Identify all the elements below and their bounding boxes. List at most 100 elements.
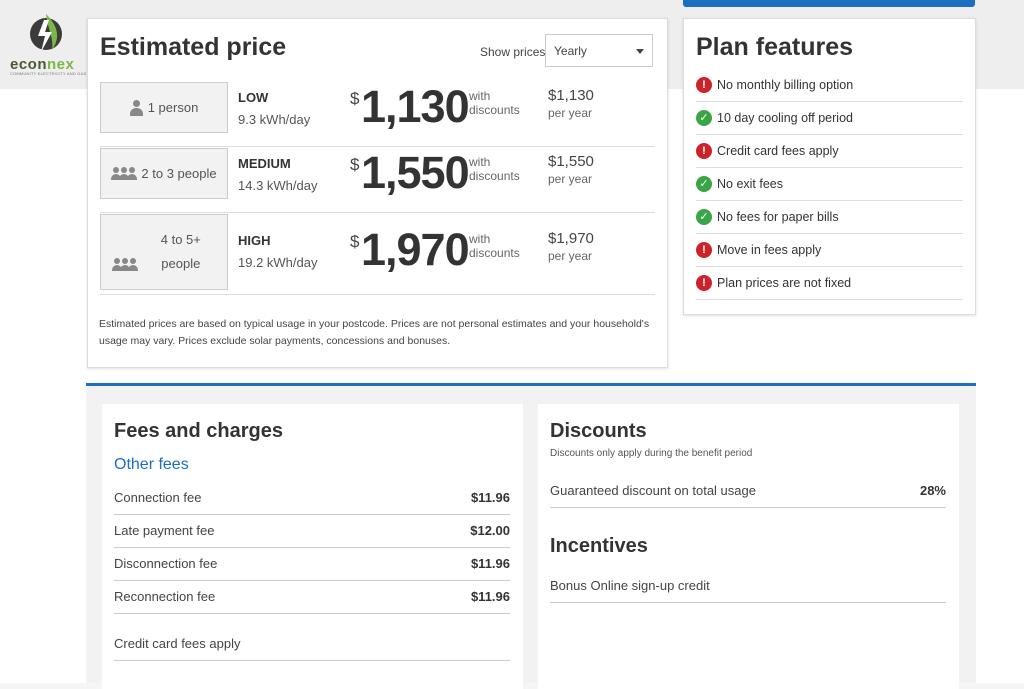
brand-logo[interactable] <box>8 6 84 76</box>
feature-label: Credit card fees apply <box>717 144 839 158</box>
feature-item: ! Plan prices are not fixed <box>696 268 963 300</box>
fee-value: $12.00 <box>470 523 510 538</box>
yearly-price: $1,970 <box>548 230 594 247</box>
row-divider <box>100 212 655 213</box>
currency-symbol: $ <box>350 89 360 108</box>
with-discounts-text: with discounts <box>469 155 520 183</box>
feature-label: No monthly billing option <box>717 78 854 92</box>
discounts-title: Discounts <box>550 420 647 442</box>
discount-label: Guaranteed discount on total usage <box>550 483 756 498</box>
show-prices-select[interactable]: Yearly <box>545 34 653 67</box>
feature-item: ! Credit card fees apply <box>696 136 963 168</box>
feature-item: ✓ No exit fees <box>696 169 963 201</box>
feature-item: ! Move in fees apply <box>696 235 963 267</box>
usage-level: HIGH <box>238 233 271 248</box>
discounts-panel: Discounts Discounts only apply during th… <box>538 404 959 689</box>
alert-icon: ! <box>696 242 712 258</box>
row-divider <box>100 294 655 295</box>
estimated-price-title: Estimated price <box>100 33 287 61</box>
top-action-button[interactable] <box>683 0 975 7</box>
household-1-person-button[interactable]: 1 person <box>100 82 228 133</box>
show-prices-value: Yearly <box>554 44 587 58</box>
estimated-price-card: Estimated price Show prices: Yearly 1 pe… <box>87 18 668 368</box>
yearly-price: $1,550 <box>548 153 594 170</box>
people-group-icon <box>111 167 138 180</box>
per-year-label: per year <box>548 106 593 120</box>
fee-label: Late payment fee <box>114 523 215 538</box>
check-icon: ✓ <box>696 110 712 126</box>
usage-kwh: 14.3 kWh/day <box>238 178 318 193</box>
estimated-price-value: 1,970 <box>361 224 470 275</box>
brand-name-b: nex <box>47 56 75 73</box>
feature-item: ✓ 10 day cooling off period <box>696 103 963 135</box>
alert-icon: ! <box>696 143 712 159</box>
details-section: Fees and charges Other fees Connection f… <box>86 386 976 689</box>
feature-label: No fees for paper bills <box>717 210 839 224</box>
check-icon: ✓ <box>696 209 712 225</box>
feature-item: ! No monthly billing option <box>696 70 963 102</box>
price-disclaimer: Estimated prices are based on typical us… <box>99 318 650 347</box>
per-year-label: per year <box>548 249 593 263</box>
fee-value: $11.96 <box>470 556 510 571</box>
fee-value: $11.96 <box>470 589 510 604</box>
discounts-subtitle: Discounts only apply during the benefit … <box>550 448 753 459</box>
logo-mark-icon <box>30 14 62 52</box>
fee-row: Disconnection fee $11.96 <box>114 548 510 581</box>
show-prices-label: Show prices: <box>480 45 549 59</box>
credit-card-fee-note: Credit card fees apply <box>114 628 510 661</box>
feature-item: ✓ No fees for paper bills <box>696 202 963 234</box>
fee-row: Late payment fee $12.00 <box>114 515 510 548</box>
usage-kwh: 9.3 kWh/day <box>238 112 311 127</box>
alert-icon: ! <box>696 77 712 93</box>
brand-wordmark: econnex <box>10 56 74 73</box>
fee-value: $11.96 <box>470 490 510 505</box>
estimated-price-value: 1,550 <box>361 147 470 198</box>
with-discounts-text: with discounts <box>469 232 520 260</box>
plan-features-card: Plan features ! No monthly billing optio… <box>683 18 976 315</box>
brand-tagline: COMMUNITY ELECTRICITY AND GAS <box>10 71 87 76</box>
discount-row: Guaranteed discount on total usage 28% <box>550 475 946 508</box>
feature-label: Plan prices are not fixed <box>717 276 852 290</box>
fee-label: Reconnection fee <box>114 589 216 604</box>
usage-kwh: 19.2 kWh/day <box>238 255 318 270</box>
discount-value: 28% <box>919 483 946 498</box>
chevron-down-icon <box>636 49 644 54</box>
fee-row: Connection fee $11.96 <box>114 482 510 515</box>
feature-label: 10 day cooling off period <box>717 111 853 125</box>
incentives-title: Incentives <box>550 535 648 557</box>
price-row-high: 4 to 5+ people HIGH 19.2 kWh/day $ 1,970… <box>100 213 655 295</box>
fee-label: Connection fee <box>114 490 202 505</box>
household-4-5-people-button[interactable]: 4 to 5+ people <box>100 214 228 290</box>
usage-level: LOW <box>238 90 269 105</box>
brand-name-a: econ <box>10 56 48 73</box>
fees-title: Fees and charges <box>114 420 283 442</box>
feature-label: Move in fees apply <box>717 243 822 257</box>
row-divider <box>100 146 655 147</box>
currency-symbol: $ <box>350 232 360 251</box>
with-discounts-text: with discounts <box>469 89 520 117</box>
person-icon <box>129 99 143 116</box>
currency-symbol: $ <box>350 155 360 174</box>
incentive-row: Bonus Online sign-up credit <box>550 570 946 603</box>
estimated-price-value: 1,130 <box>361 81 470 132</box>
household-2-3-people-button[interactable]: 2 to 3 people <box>100 148 228 199</box>
per-year-label: per year <box>548 172 593 186</box>
usage-level: MEDIUM <box>238 156 291 171</box>
fee-row: Reconnection fee $11.96 <box>114 581 510 614</box>
alert-icon: ! <box>696 275 712 291</box>
household-label: 2 to 3 people <box>141 166 217 181</box>
fee-label: Disconnection fee <box>114 556 218 571</box>
fee-note-label: Credit card fees apply <box>114 636 241 651</box>
check-icon: ✓ <box>696 176 712 192</box>
section-accent-bar <box>86 383 976 386</box>
plan-features-title: Plan features <box>696 33 854 61</box>
price-row-medium: 2 to 3 people MEDIUM 14.3 kWh/day $ 1,55… <box>100 147 655 213</box>
price-row-low: 1 person LOW 9.3 kWh/day $ 1,130 with di… <box>100 81 655 147</box>
incentive-label: Bonus Online sign-up credit <box>550 578 710 593</box>
people-group-icon <box>112 258 139 272</box>
yearly-price: $1,130 <box>548 87 594 104</box>
feature-label: No exit fees <box>717 177 784 191</box>
household-label: 4 to 5+ people <box>160 232 201 271</box>
fees-panel: Fees and charges Other fees Connection f… <box>102 404 523 689</box>
household-label: 1 person <box>147 100 199 115</box>
